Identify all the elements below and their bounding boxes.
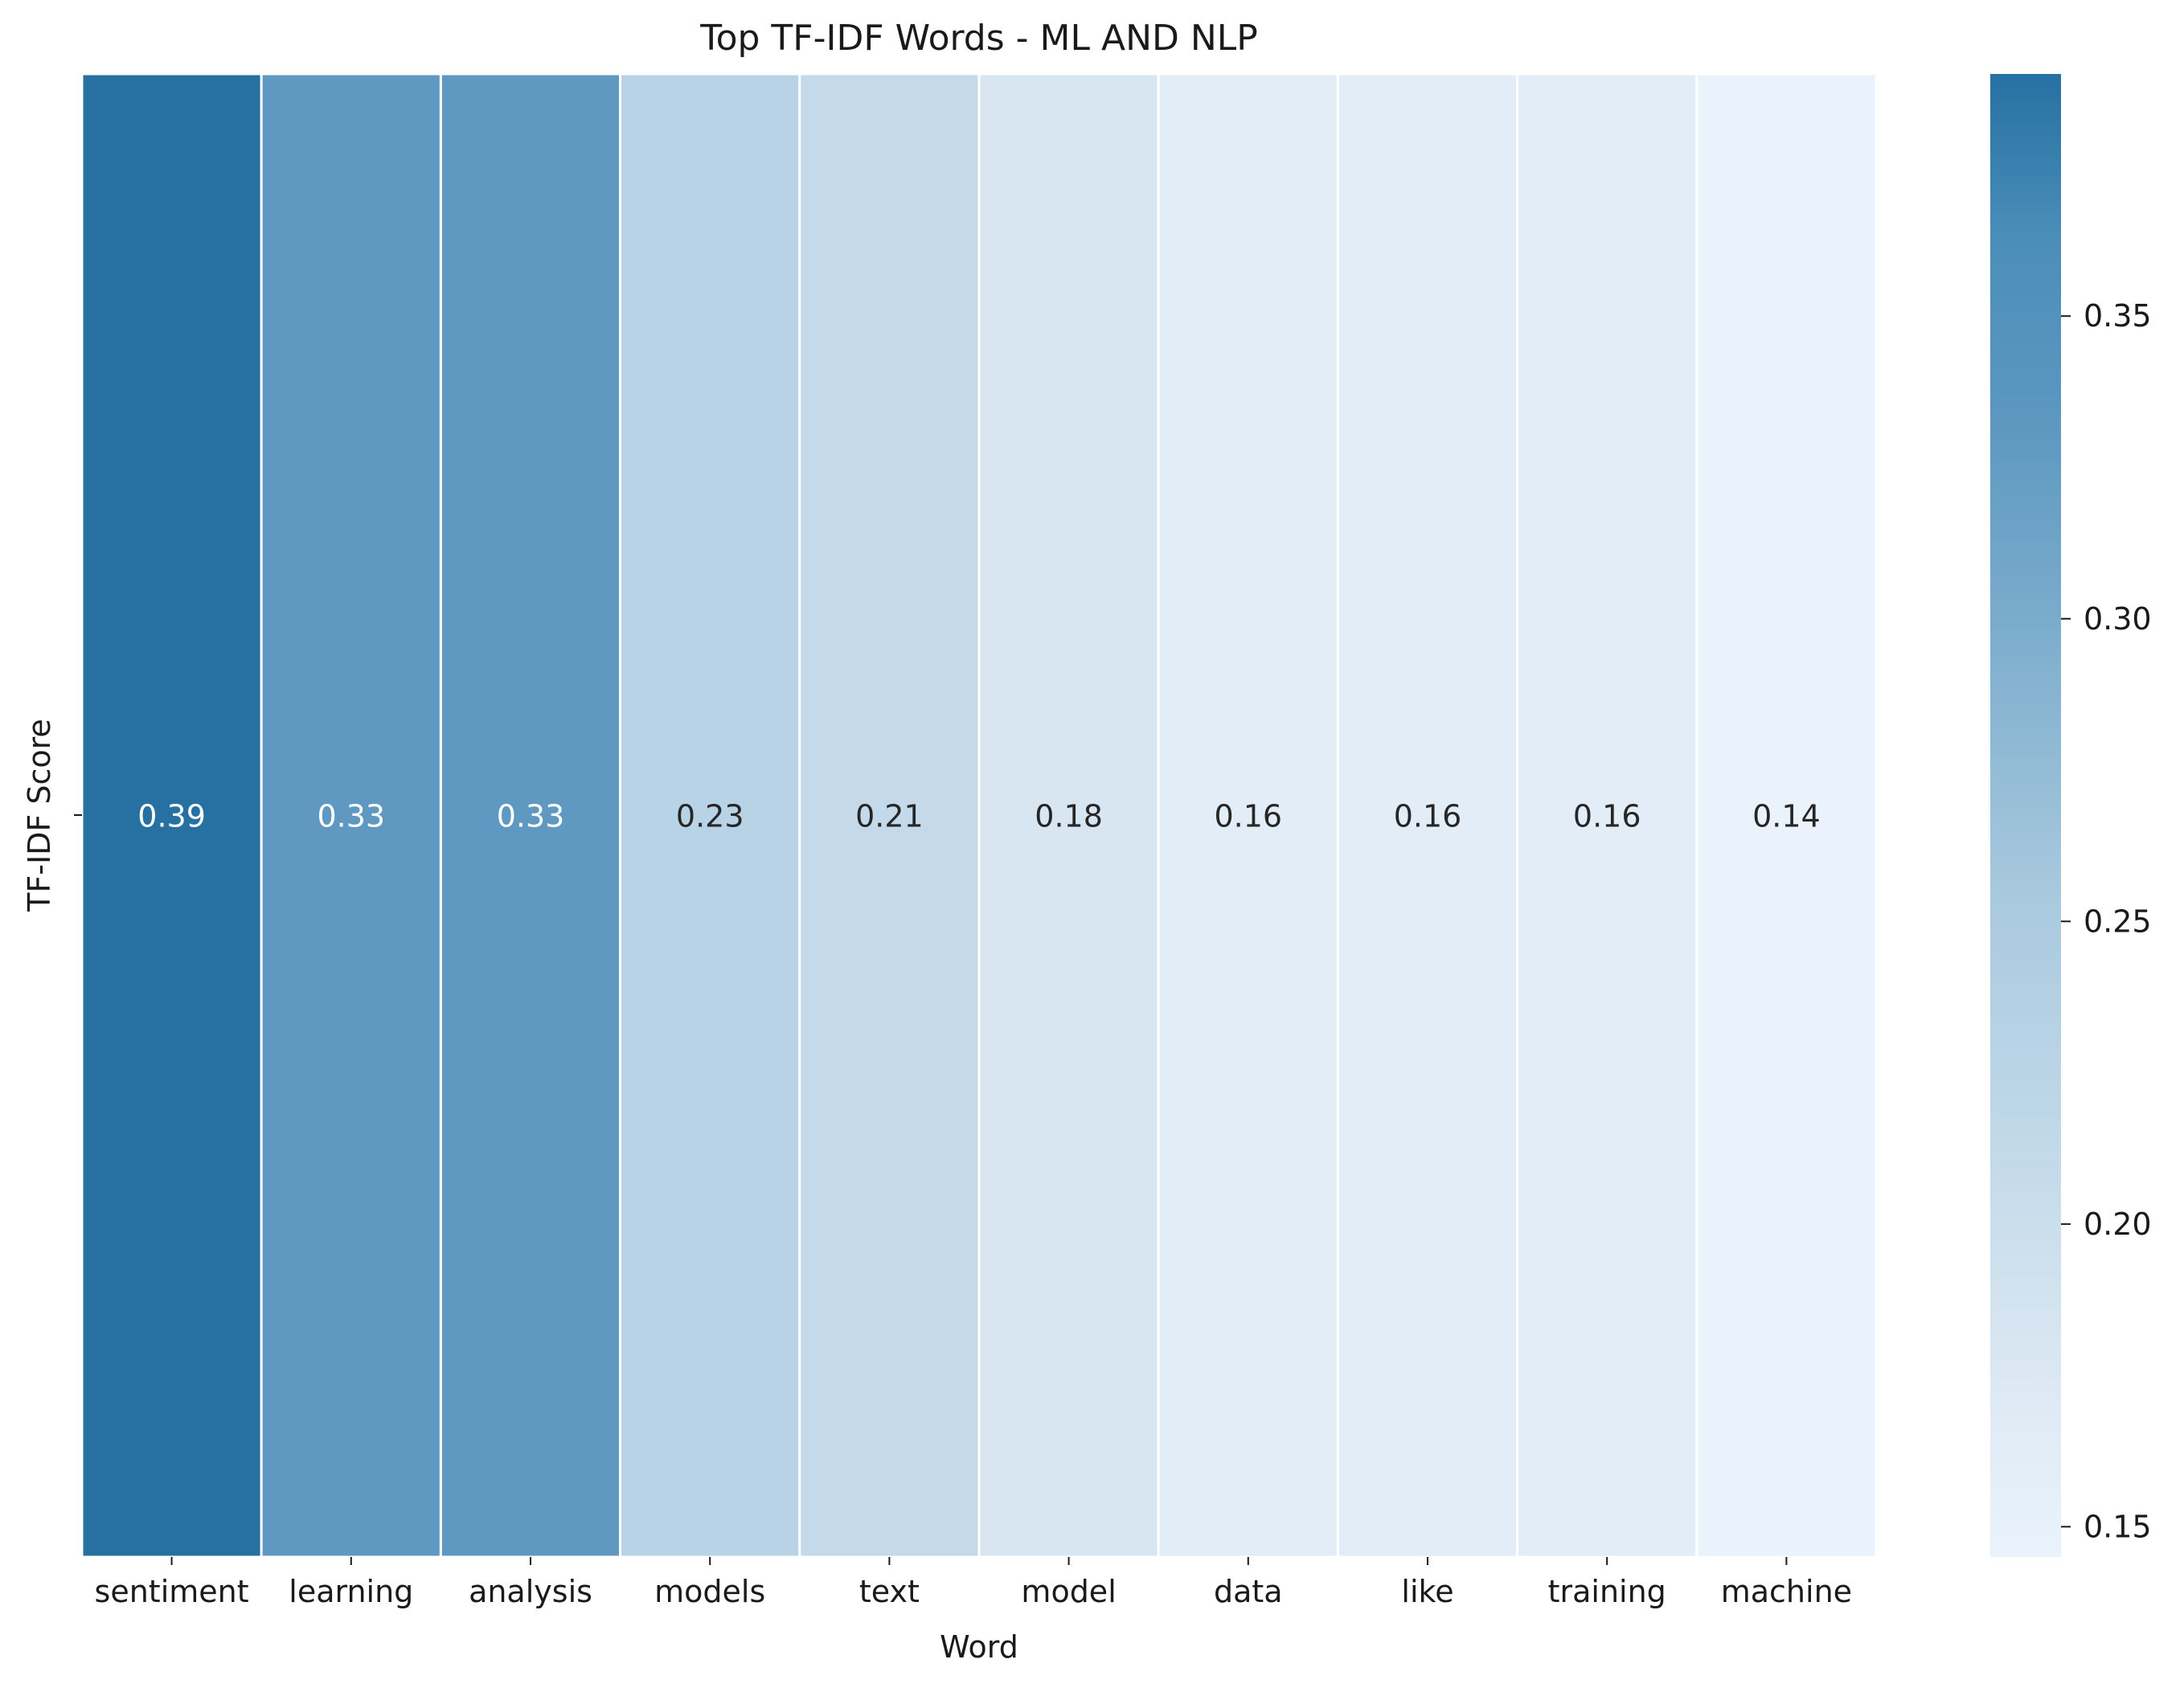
cell-value-label: 0.18 bbox=[1035, 799, 1103, 834]
colorbar: 0.15 0.20 0.25 0.30 0.35 bbox=[1990, 74, 2152, 1557]
heatmap-cell-models bbox=[619, 72, 801, 1559]
colorbar-tick-label: 0.20 bbox=[2084, 1207, 2152, 1242]
y-axis-label: TF-IDF Score bbox=[22, 719, 57, 912]
x-tick-label: like bbox=[1401, 1574, 1453, 1609]
heatmap-cells: 0.39 0.33 0.33 0.23 0.21 0.18 0.16 0.16 0.16 0.14 bbox=[80, 72, 1878, 1559]
x-axis: sentiment learning analysis models text model… bbox=[95, 1557, 1852, 1609]
cell-value-label: 0.14 bbox=[1752, 799, 1821, 834]
x-axis-label: Word bbox=[940, 1629, 1018, 1665]
cell-value-label: 0.21 bbox=[855, 799, 924, 834]
x-tick-label: model bbox=[1021, 1574, 1116, 1609]
colorbar-tick-label: 0.15 bbox=[2084, 1509, 2152, 1544]
cell-value-label: 0.16 bbox=[1214, 799, 1282, 834]
heatmap-cell-sentiment bbox=[80, 72, 263, 1559]
cell-value-label: 0.33 bbox=[317, 799, 385, 834]
cell-value-label: 0.23 bbox=[676, 799, 744, 834]
x-tick-label: text bbox=[859, 1574, 920, 1609]
x-tick-label: training bbox=[1548, 1574, 1666, 1609]
x-tick-label: analysis bbox=[469, 1574, 592, 1609]
heatmap-cell-model bbox=[977, 72, 1160, 1559]
x-tick-label: learning bbox=[289, 1574, 413, 1609]
x-tick-label: sentiment bbox=[95, 1574, 249, 1609]
cell-value-label: 0.16 bbox=[1394, 799, 1462, 834]
chart-title: Top TF-IDF Words - ML AND NLP bbox=[699, 18, 1258, 59]
x-tick-label: machine bbox=[1721, 1574, 1852, 1609]
cell-value-label: 0.33 bbox=[497, 799, 565, 834]
heatmap-cell-learning bbox=[260, 72, 442, 1559]
x-tick-label: models bbox=[654, 1574, 765, 1609]
colorbar-gradient bbox=[1990, 74, 2061, 1557]
colorbar-tick-label: 0.35 bbox=[2084, 298, 2152, 334]
heatmap-cell-machine bbox=[1695, 72, 1878, 1559]
colorbar-tick-label: 0.30 bbox=[2084, 601, 2152, 637]
x-tick-label: data bbox=[1214, 1574, 1283, 1609]
cell-value-label: 0.16 bbox=[1573, 799, 1641, 834]
heatmap-cell-like bbox=[1336, 72, 1519, 1559]
heatmap-cell-analysis bbox=[439, 72, 622, 1559]
heatmap-cell-text bbox=[798, 72, 981, 1559]
colorbar-tick-label: 0.25 bbox=[2084, 903, 2152, 939]
cell-value-label: 0.39 bbox=[137, 799, 206, 834]
